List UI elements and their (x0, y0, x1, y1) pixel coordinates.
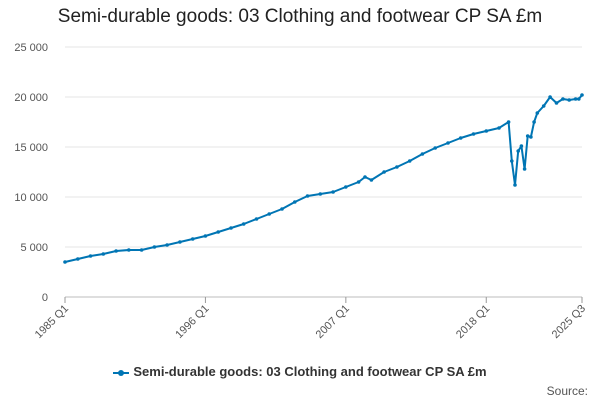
data-point (127, 248, 131, 252)
data-point (139, 248, 144, 252)
data-point (280, 207, 284, 211)
data-point (519, 144, 524, 148)
data-point (535, 111, 540, 115)
data-point (267, 212, 272, 216)
data-point (203, 234, 208, 238)
data-point (484, 129, 489, 133)
data-point (382, 170, 386, 174)
data-point (369, 178, 374, 182)
data-point (152, 245, 157, 249)
data-point (395, 165, 399, 169)
data-point (573, 97, 578, 101)
data-point (513, 183, 517, 187)
y-tick-label: 20 000 (14, 92, 48, 104)
data-point (525, 134, 530, 138)
data-point (88, 254, 93, 258)
y-tick-label: 25 000 (14, 42, 48, 54)
legend-label: Semi-durable goods: 03 Clothing and foot… (133, 364, 487, 379)
data-point (577, 97, 581, 101)
data-point (305, 194, 310, 198)
data-point (516, 149, 520, 153)
data-point (471, 132, 476, 136)
data-point (458, 136, 463, 140)
data-point (567, 98, 571, 102)
data-point (532, 120, 536, 124)
data-point (356, 180, 361, 184)
data-point (420, 152, 425, 156)
y-axis: 0 5 000 10 000 15 000 20 000 25 000 (14, 42, 48, 304)
x-axis: 1985 Q1 1996 Q1 2007 Q1 2018 Q1 2025 Q3 (33, 297, 588, 341)
data-point (548, 95, 552, 99)
x-tick-label: 2007 Q1 (314, 303, 352, 341)
data-point (522, 167, 527, 171)
data-point (114, 249, 118, 253)
x-tick-label: 1985 Q1 (33, 303, 71, 341)
x-tick-label: 2018 Q1 (454, 303, 492, 341)
data-point (165, 243, 169, 247)
x-tick-label: 1996 Q1 (173, 303, 211, 341)
data-point (318, 192, 323, 196)
data-point (241, 222, 246, 226)
data-point (190, 237, 195, 241)
y-tick-label: 0 (42, 292, 48, 304)
x-tick-label: 2025 Q3 (550, 303, 588, 341)
chart-title: Semi-durable goods: 03 Clothing and foot… (57, 6, 543, 27)
y-tick-label: 5 000 (20, 242, 48, 254)
source-label: Source: (546, 384, 588, 398)
data-point (101, 252, 106, 256)
data-point (554, 101, 559, 105)
data-point (541, 104, 546, 108)
data-point (497, 126, 501, 130)
data-point (63, 260, 67, 264)
legend-marker-icon (113, 368, 130, 378)
data-point (407, 159, 412, 163)
data-point (510, 159, 514, 163)
data-point (433, 146, 438, 150)
data-point (363, 175, 367, 179)
data-point (331, 190, 335, 194)
data-point (178, 240, 182, 244)
series-layer (63, 93, 584, 264)
data-point (529, 135, 533, 139)
data-point (344, 185, 348, 189)
data-point (446, 141, 450, 145)
data-point (561, 97, 565, 101)
data-point (293, 200, 297, 204)
data-point (580, 93, 584, 97)
data-point (254, 217, 259, 221)
legend[interactable]: Semi-durable goods: 03 Clothing and foot… (0, 364, 600, 379)
series-line (64, 94, 583, 263)
y-tick-label: 15 000 (14, 142, 48, 154)
y-tick-label: 10 000 (14, 192, 48, 204)
data-point (76, 257, 80, 261)
data-point (216, 230, 220, 234)
data-point (506, 120, 511, 124)
gridlines (65, 46, 582, 298)
data-point (229, 226, 233, 230)
